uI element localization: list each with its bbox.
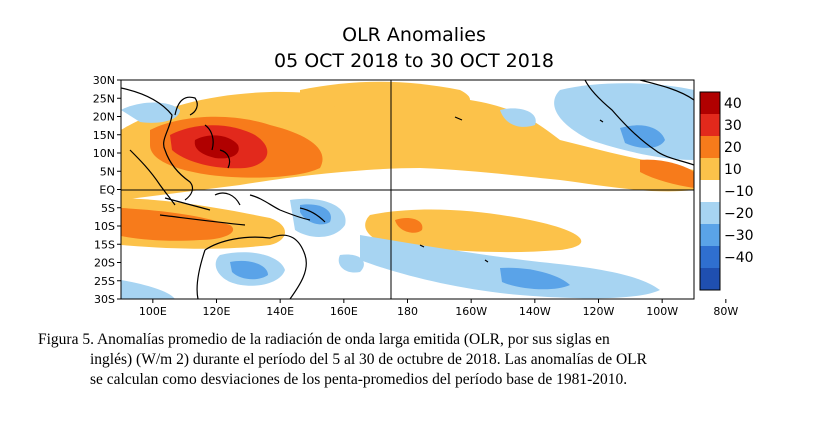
- lat-tick-label: 15N: [93, 129, 115, 142]
- colorbar-label: 40: [724, 96, 742, 112]
- colorbar-bin: [700, 268, 720, 290]
- colorbar-frame: [699, 91, 721, 291]
- colorbar-bin: [700, 202, 720, 224]
- coastlines: [121, 80, 694, 299]
- caption-line-2: inglés) (W/m 2) durante el período del 5…: [90, 351, 647, 368]
- lat-tick-label: 25S: [94, 275, 115, 288]
- lon-tick-label: 160E: [330, 305, 358, 318]
- lat-tick-label: 5S: [101, 202, 115, 215]
- lat-tick-label: 10N: [93, 147, 115, 160]
- colorbar-bin: [700, 92, 720, 114]
- colorbar-label: 20: [724, 140, 742, 156]
- lat-tick-label: 5N: [100, 165, 115, 178]
- positive-anomaly-10: [300, 81, 470, 112]
- map-date-range: 05 OCT 2018 to 30 OCT 2018: [273, 50, 555, 72]
- colorbar-bin: [700, 136, 720, 158]
- colorbar-bin: [700, 224, 720, 246]
- caption-line-1: Figura 5. Anomalías promedio de la radia…: [38, 331, 610, 348]
- lon-tick-label: 120E: [203, 305, 231, 318]
- lat-tick-label: 20N: [93, 111, 115, 124]
- lon-tick-label: 180: [397, 305, 418, 318]
- lat-tick-label: 20S: [94, 257, 115, 270]
- colorbar: 40 30 20 10 −10 −20 −30 −40: [699, 91, 754, 291]
- colorbar-bin: [700, 158, 720, 180]
- positive-anomaly-20: [640, 159, 694, 188]
- caption-line-3: se calculan como desviaciones de los pen…: [90, 371, 628, 388]
- lon-tick-label: 160W: [455, 305, 487, 318]
- colorbar-label: −10: [724, 184, 754, 200]
- lon-tick-label: 100W: [646, 305, 678, 318]
- lon-tick-label: 100E: [139, 305, 167, 318]
- map-title: OLR Anomalies: [342, 24, 486, 46]
- latitude-axis: 30N 25N 20N 15N 10N 5N EQ 5S 10S 15S 20S 25S 30S: [93, 74, 121, 306]
- colorbar-label: −40: [724, 250, 754, 266]
- negative-anomaly-20: [230, 260, 268, 280]
- negative-anomaly-10: [338, 254, 364, 273]
- lat-tick-label: 25N: [93, 92, 115, 105]
- colorbar-bin: [700, 246, 720, 268]
- colorbar-label: 10: [724, 162, 742, 178]
- lon-tick-label: 140E: [266, 305, 294, 318]
- anomaly-field: [121, 80, 694, 299]
- colorbar-bin: [700, 180, 720, 202]
- colorbar-label: −20: [724, 206, 754, 222]
- lat-tick-label: 30S: [94, 293, 115, 306]
- lon-tick-label: 80W: [713, 305, 738, 318]
- lat-tick-label: 15S: [94, 238, 115, 251]
- negative-anomaly-10: [500, 108, 536, 127]
- negative-anomaly-10: [121, 280, 175, 299]
- lon-tick-label: 120W: [583, 305, 615, 318]
- lat-tick-label: EQ: [99, 184, 115, 197]
- lon-tick-label: 140W: [519, 305, 551, 318]
- negative-anomaly-20: [500, 267, 570, 290]
- negative-anomaly-10: [360, 235, 660, 299]
- colorbar-label: 30: [724, 118, 742, 134]
- figure-caption: Figura 5. Anomalías promedio de la radia…: [38, 330, 808, 390]
- positive-anomaly-20: [395, 218, 423, 233]
- positive-anomaly-10: [365, 209, 582, 253]
- lat-tick-label: 10S: [94, 220, 115, 233]
- positive-anomaly-40: [194, 135, 239, 159]
- lat-tick-label: 30N: [93, 74, 115, 87]
- colorbar-label: −30: [724, 228, 754, 244]
- positive-anomaly-20: [121, 208, 234, 241]
- colorbar-bin: [700, 114, 720, 136]
- longitude-axis: 100E 120E 140E 160E 180 160W 140W 120W 100W 80W: [139, 299, 738, 318]
